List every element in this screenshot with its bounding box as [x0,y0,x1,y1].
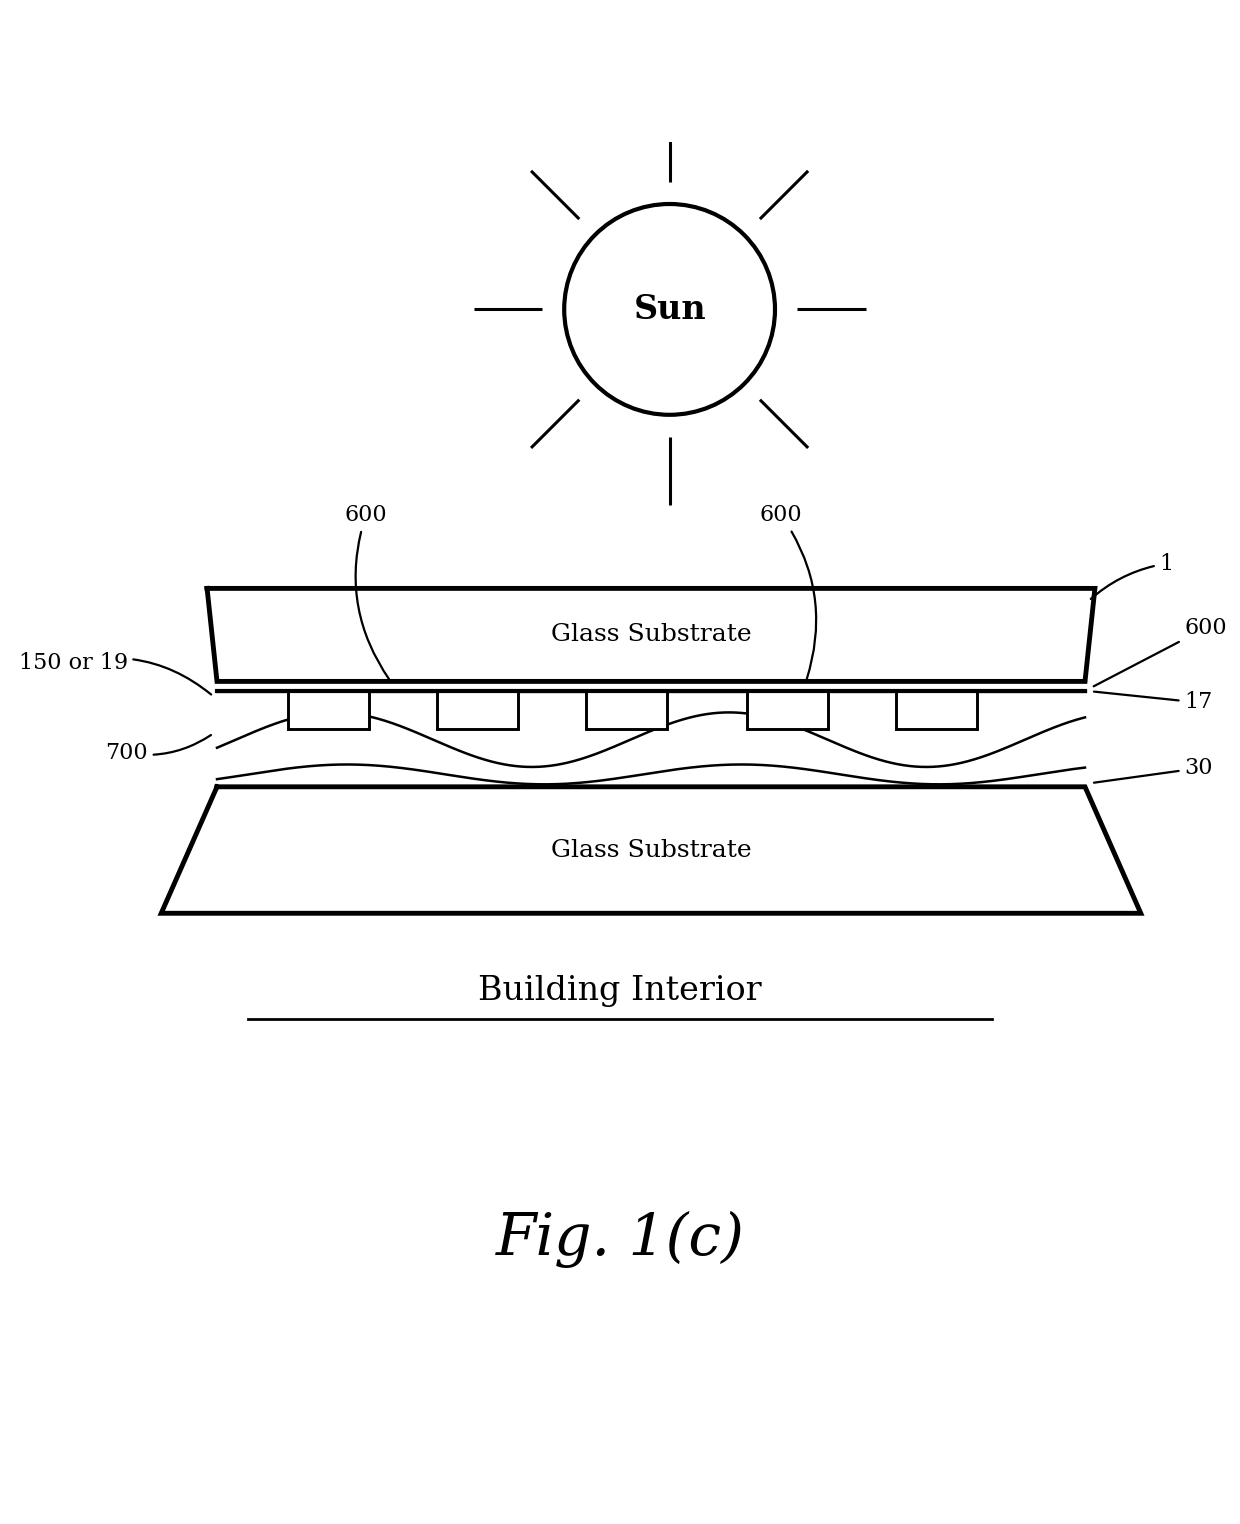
Text: Fig. 1(c): Fig. 1(c) [496,1210,744,1268]
Text: 600: 600 [1094,617,1226,686]
Text: 1: 1 [1091,553,1173,599]
Text: 30: 30 [1094,757,1213,783]
Polygon shape [895,692,977,728]
Circle shape [564,204,775,415]
Text: 700: 700 [105,735,211,765]
Text: 17: 17 [1094,692,1213,713]
Text: 150 or 19: 150 or 19 [19,652,211,695]
Text: Sun: Sun [634,293,706,326]
Polygon shape [161,786,1141,913]
Text: Glass Substrate: Glass Substrate [551,838,751,861]
Text: Building Interior: Building Interior [479,975,761,1007]
Polygon shape [746,692,828,728]
Text: 600: 600 [760,504,816,678]
Text: Glass Substrate: Glass Substrate [551,623,751,646]
Polygon shape [438,692,517,728]
Polygon shape [207,588,1095,681]
Polygon shape [587,692,667,728]
Polygon shape [288,692,370,728]
Text: 600: 600 [345,504,389,680]
